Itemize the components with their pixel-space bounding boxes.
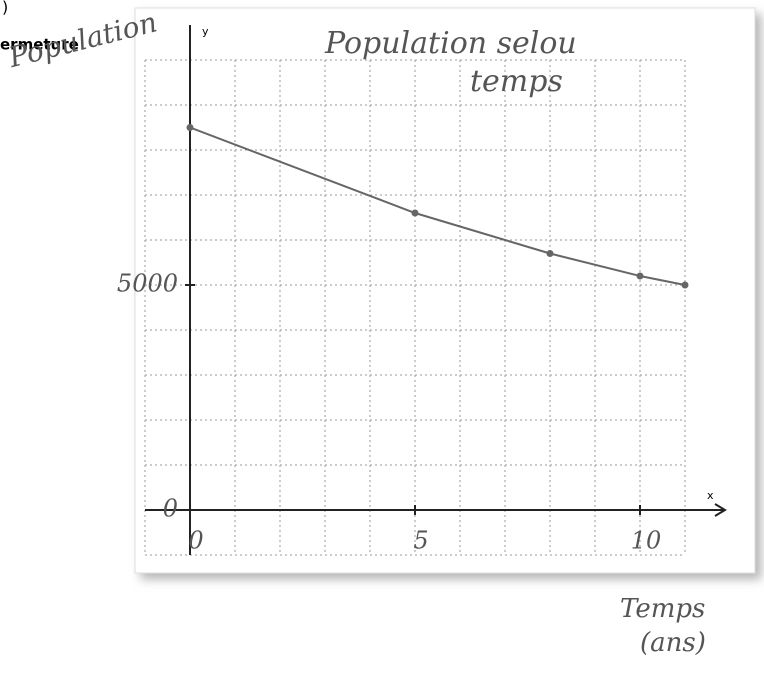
paper xyxy=(135,8,755,573)
data-point xyxy=(682,282,689,289)
x-axis-letter: x xyxy=(707,489,714,502)
data-point xyxy=(637,273,644,280)
y-tick-label: 5000 xyxy=(117,270,178,298)
y-axis-letter: y xyxy=(202,25,209,38)
data-point xyxy=(547,250,554,257)
page: {"header": {"number": ")", "word": "erme… xyxy=(0,0,764,680)
data-point xyxy=(412,210,419,217)
x-tick-label: 0 xyxy=(188,527,203,555)
chart: ) ermeture Population Population seloute… xyxy=(0,0,764,680)
y-tick-label: 0 xyxy=(163,495,178,523)
header-number: ) xyxy=(2,0,8,17)
data-point xyxy=(187,124,194,131)
x-axis-label: Temps(ans) xyxy=(620,594,706,658)
x-tick-label: 10 xyxy=(631,527,662,555)
x-tick-label: 5 xyxy=(413,527,428,555)
